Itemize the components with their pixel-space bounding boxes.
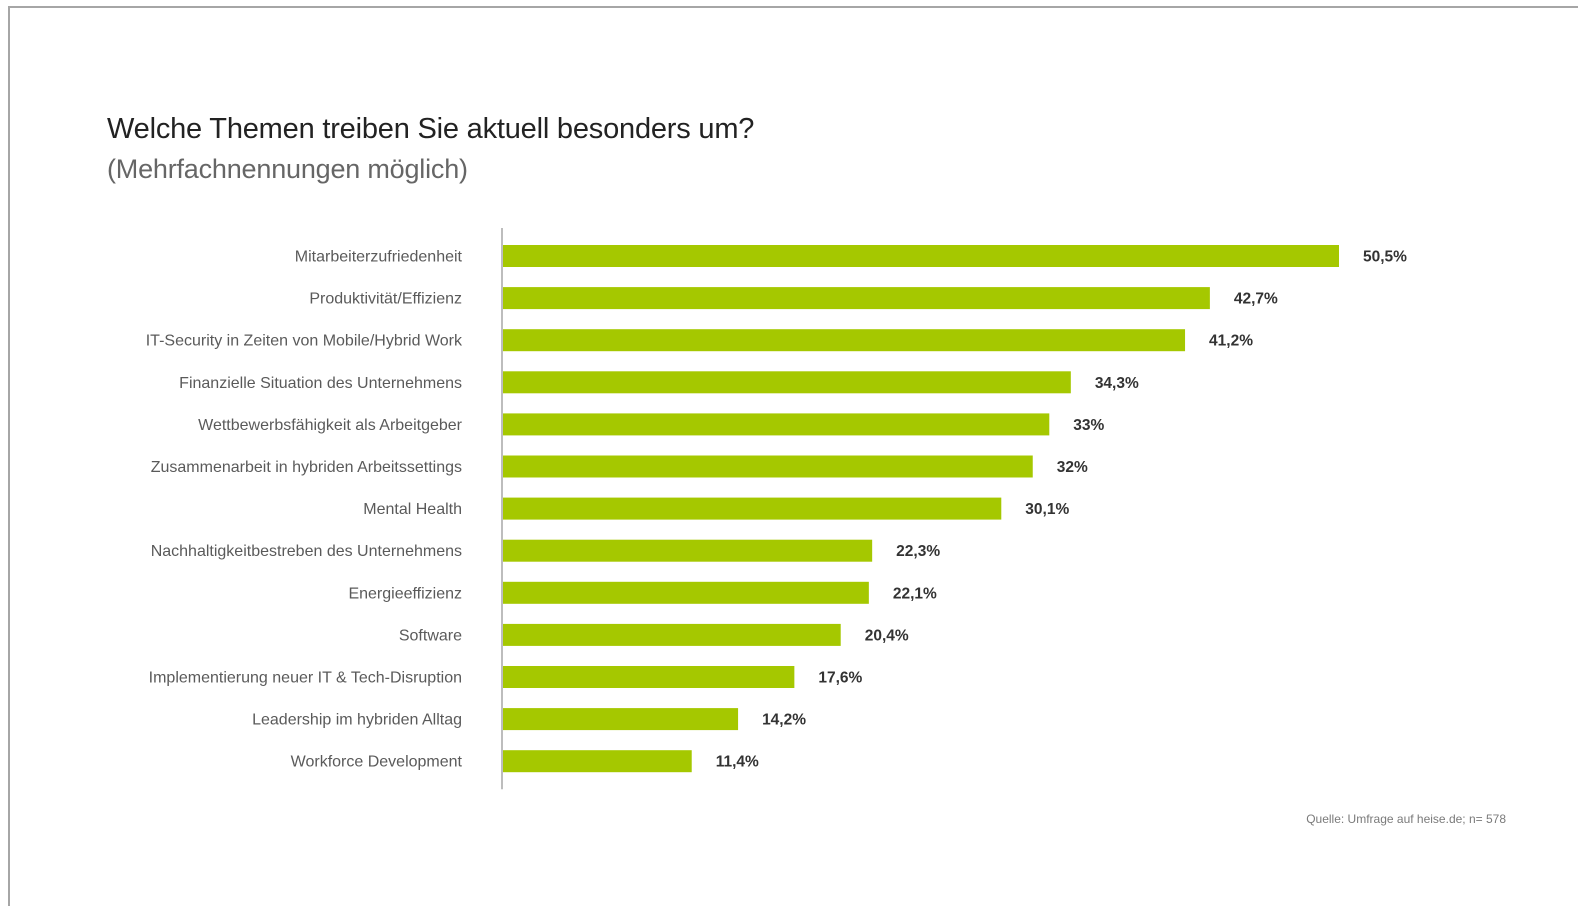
value-label: 22,3% [896,543,940,560]
value-label: 22,1% [893,585,937,602]
bar-group: Software 20,4% [399,623,909,646]
category-label: Workforce Development [291,754,463,771]
bar-group: Finanzielle Situation des Unternehmens 34… [179,371,1139,394]
source-note: Quelle: Umfrage auf heise.de; n= 578 [1306,812,1506,826]
chart-subtitle: (Mehrfachnennungen möglich) [107,154,468,184]
value-label: 32% [1057,459,1088,476]
value-label: 33% [1073,417,1104,434]
chart-frame [8,6,1578,906]
bar-group: Produktivität/Effizienz 42,7% [309,287,1278,310]
bars-layer: Mitarbeiterzufriedenheit 50,5% Produktivit… [146,245,1407,773]
category-label: Implementierung neuer IT & Tech-Disrupti… [149,670,462,687]
value-label: 14,2% [762,712,806,729]
bar-group: IT-Security in Zeiten von Mobile/Hybrid … [146,329,1253,352]
value-label: 20,4% [865,627,909,644]
bar-group: Wettbewerbsfähigkeit als Arbeitgeber 33% [198,413,1105,436]
bar [503,287,1210,310]
value-label: 30,1% [1025,501,1069,518]
bar-group: Implementierung neuer IT & Tech-Disrupti… [149,666,863,688]
category-label: Nachhaltigkeitbestreben des Unternehmens [151,543,462,560]
category-label: Mental Health [363,501,462,518]
bar-group: Nachhaltigkeitbestreben des Unternehmens… [151,539,940,562]
bar-group: Mental Health 30,1% [363,497,1069,520]
category-label: Produktivität/Effizienz [309,291,462,308]
bar [503,371,1071,394]
bar [503,750,692,773]
bar [503,245,1339,267]
category-label: IT-Security in Zeiten von Mobile/Hybrid … [146,333,463,350]
bar [503,497,1002,520]
category-label: Leadership im hybriden Alltag [252,712,462,729]
bar [503,413,1050,436]
category-label: Mitarbeiterzufriedenheit [295,249,463,266]
value-label: 34,3% [1095,375,1139,392]
chart-title: Welche Themen treiben Sie aktuell besond… [107,113,755,145]
category-label: Zusammenarbeit in hybriden Arbeitssettin… [151,459,462,476]
value-label: 50,5% [1363,249,1407,266]
value-label: 17,6% [818,670,862,687]
bar-group: Zusammenarbeit in hybriden Arbeitssettin… [151,455,1088,478]
value-label: 42,7% [1234,291,1278,308]
value-label: 11,4% [716,754,759,771]
category-label: Software [399,627,462,644]
bar-group: Leadership im hybriden Alltag 14,2% [252,708,806,731]
bar [503,581,869,604]
bar [503,666,795,688]
category-label: Finanzielle Situation des Unternehmens [179,375,462,392]
bar [503,455,1033,478]
bar [503,329,1186,352]
bar [503,708,739,731]
bar-group: Workforce Development 11,4% [291,750,759,773]
bar-group: Mitarbeiterzufriedenheit 50,5% [295,245,1407,267]
bar-group: Energieeffizienz 22,1% [348,581,937,604]
bar [503,539,873,562]
bar [503,623,841,646]
category-label: Energieeffizienz [348,585,462,602]
category-label: Wettbewerbsfähigkeit als Arbeitgeber [198,417,463,434]
value-label: 41,2% [1209,333,1253,350]
